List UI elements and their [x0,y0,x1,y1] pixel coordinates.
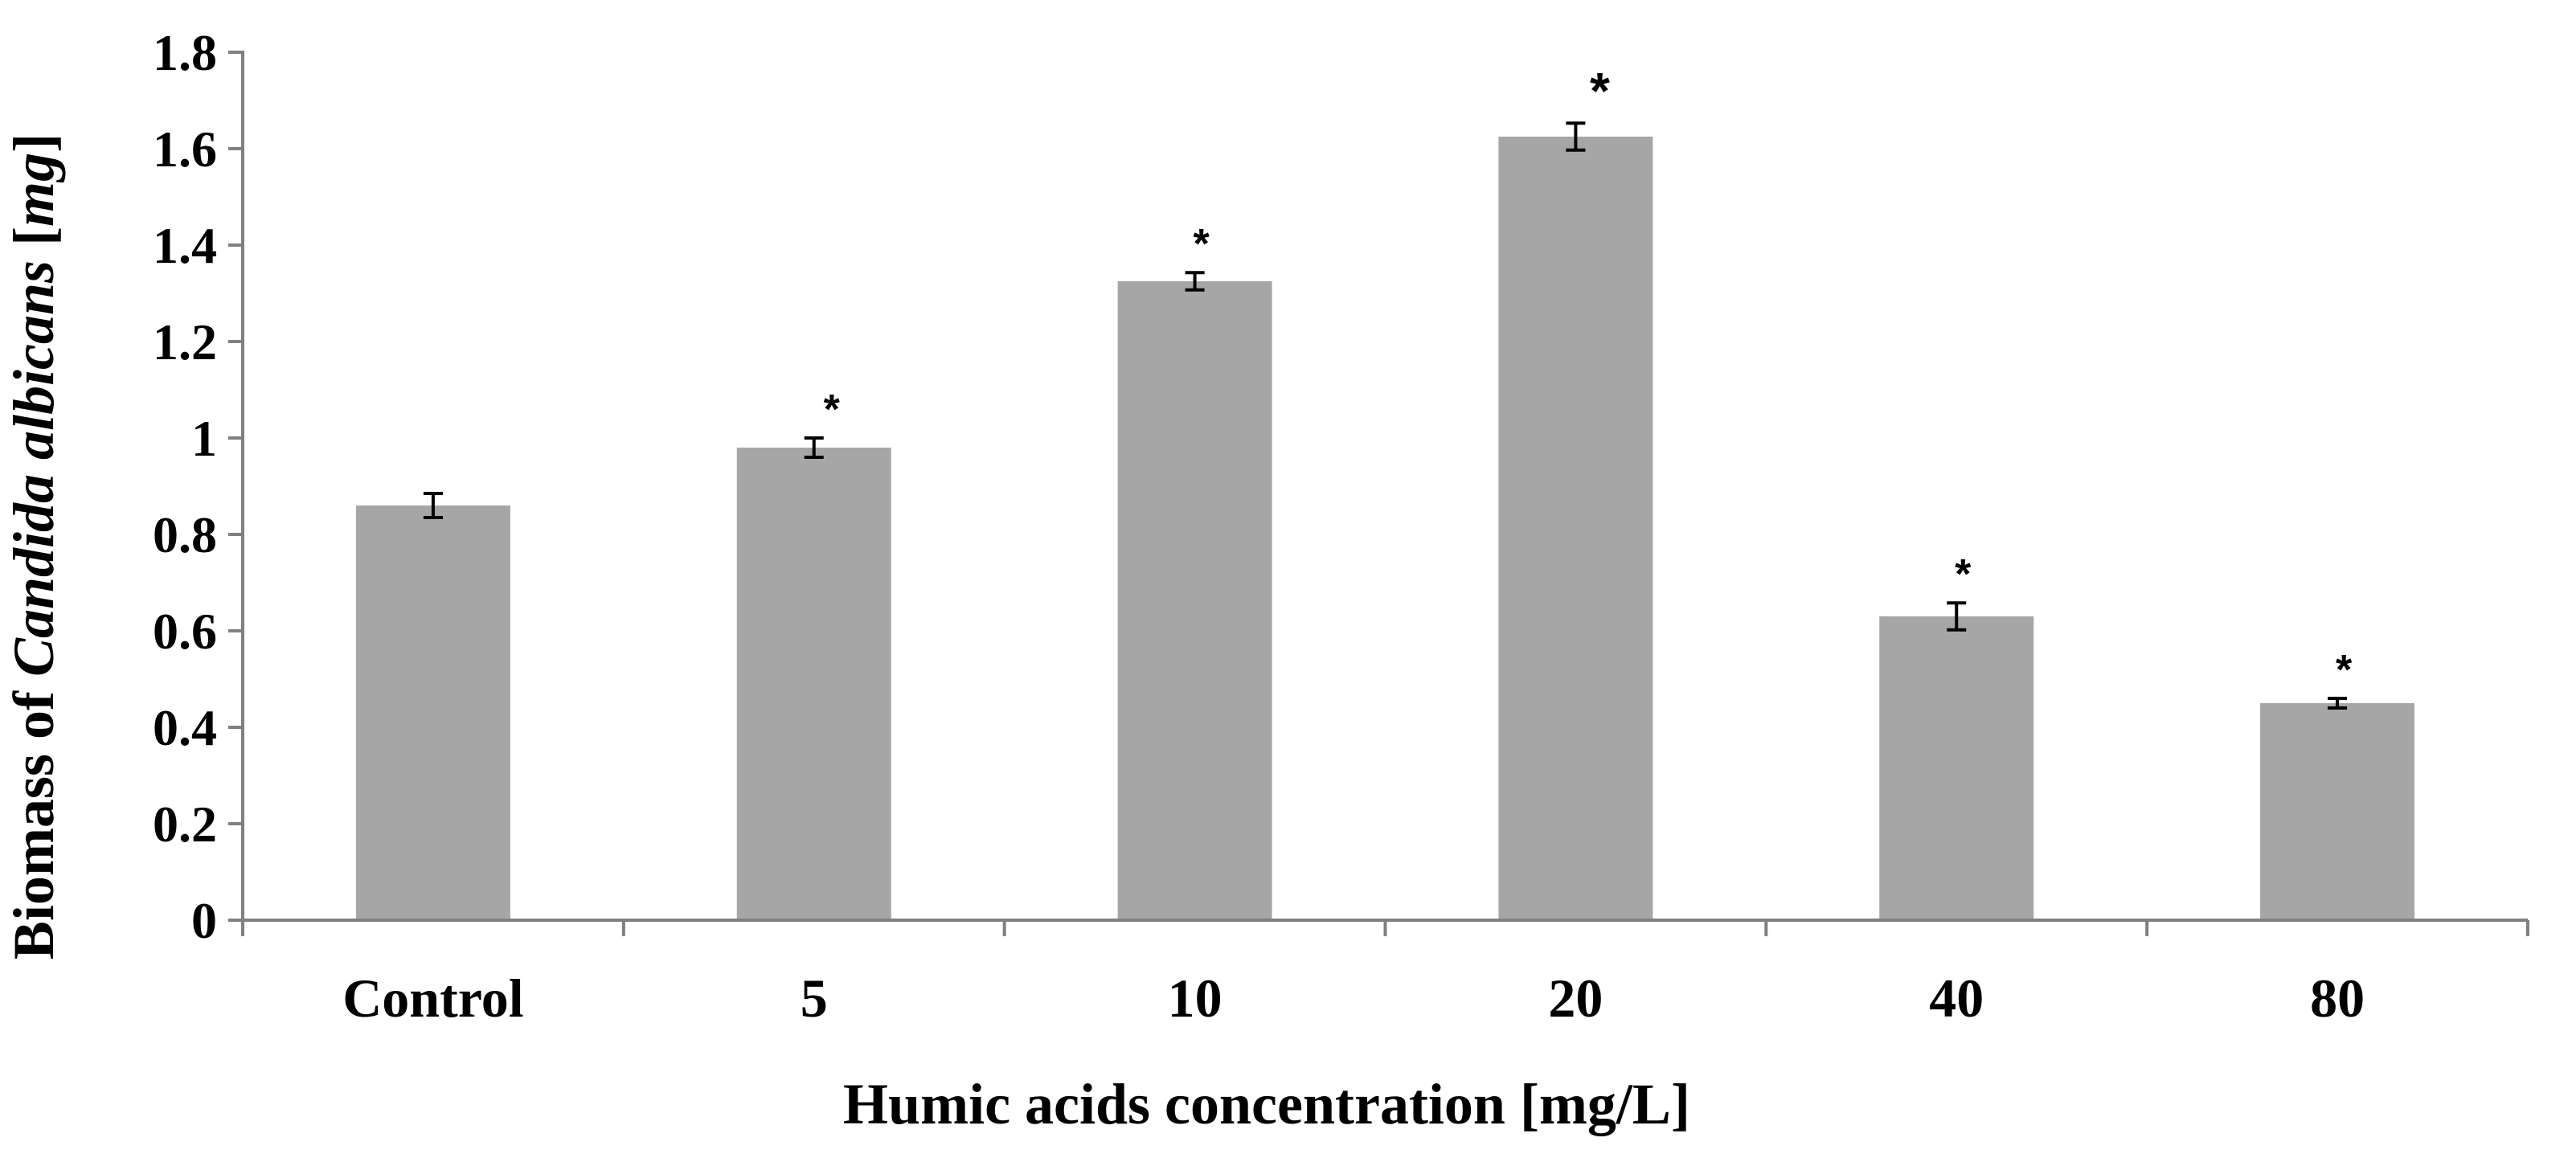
x-tick-label-0: Control [342,968,523,1029]
y-tick-label-5: 1 [191,410,217,467]
error-bars-layer [423,121,2348,710]
significance-star-5: * [2336,647,2353,694]
error-bar-2 [1185,271,1205,292]
error-bar-0 [423,492,443,519]
x-tick-label-5: 80 [2310,968,2365,1029]
error-bar-5 [2328,697,2348,710]
error-bar-4 [1947,601,1967,632]
x-tick-label-3: 20 [1548,968,1603,1029]
y-tick-label-7: 1.4 [153,217,217,274]
y-axis-title-close: ] [2,133,66,153]
significance-star-2: * [1193,221,1210,268]
y-axis-title-prefix: Biomass of [2,677,66,960]
error-bar-1 [804,436,824,459]
significance-star-1: * [824,387,841,433]
x-tick-labels: Control 5 10 20 40 80 [342,968,2365,1029]
significance-layer: * * * * * [824,62,2353,694]
y-axis-title-organism: Candida albicans [2,260,66,677]
error-bar-3 [1566,121,1586,152]
bars-layer [355,137,2415,920]
bar-0 [355,505,510,920]
bar-3 [1498,137,1653,920]
y-tick-label-8: 1.6 [153,121,217,178]
bar-1 [736,448,891,920]
significance-star-4: * [1955,551,1972,598]
y-axis-title-bracket: [ [2,227,66,260]
x-tick-label-2: 10 [1168,968,1222,1029]
bar-2 [1117,281,1272,920]
y-tick-label-4: 0.8 [153,506,217,563]
y-tick-label-2: 0.4 [153,699,217,756]
y-axis-title-unit: mg [2,153,66,227]
x-tick-label-4: 40 [1929,968,1984,1029]
y-tick-label-6: 1.2 [153,313,217,370]
significance-star-3: * [1590,62,1610,120]
bar-4 [1879,616,2034,920]
y-tick-label-0: 0 [191,892,217,949]
y-tick-labels: 0 0.2 0.4 0.6 0.8 1 1.2 1.4 1.6 1.8 [153,24,217,949]
axes-layer [228,51,2529,936]
y-tick-label-1: 0.2 [153,796,217,853]
y-axis-title: Biomass of Candida albicans [mg] [2,133,66,960]
x-tick-label-1: 5 [801,968,828,1029]
bar-5 [2260,703,2415,920]
y-tick-label-9: 1.8 [153,24,217,81]
x-axis-title: Humic acids concentration [mg/L] [843,1072,1690,1136]
y-tick-label-3: 0.6 [153,603,217,660]
